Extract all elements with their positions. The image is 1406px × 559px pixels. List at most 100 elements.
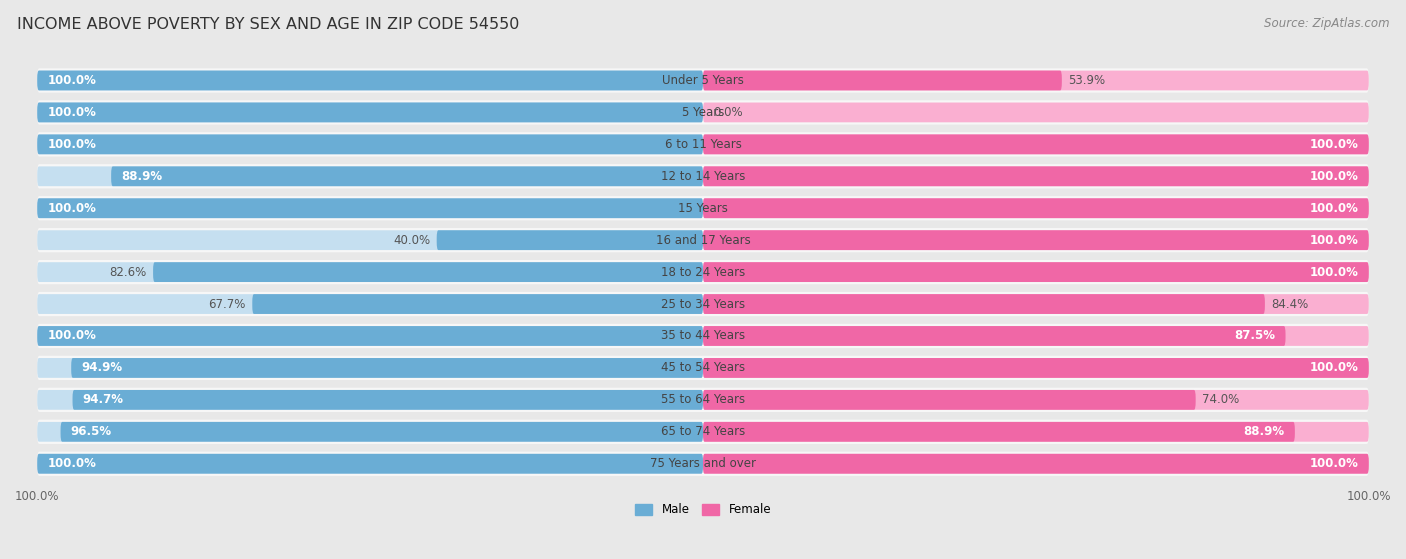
FancyBboxPatch shape bbox=[37, 164, 1369, 188]
FancyBboxPatch shape bbox=[37, 100, 1369, 125]
Text: 82.6%: 82.6% bbox=[110, 266, 146, 278]
Text: 75 Years and over: 75 Years and over bbox=[650, 457, 756, 470]
FancyBboxPatch shape bbox=[37, 326, 703, 346]
FancyBboxPatch shape bbox=[37, 198, 703, 218]
FancyBboxPatch shape bbox=[703, 102, 1369, 122]
Text: 100.0%: 100.0% bbox=[1310, 234, 1358, 247]
FancyBboxPatch shape bbox=[37, 135, 703, 154]
Text: 25 to 34 Years: 25 to 34 Years bbox=[661, 297, 745, 311]
FancyBboxPatch shape bbox=[703, 198, 1369, 218]
FancyBboxPatch shape bbox=[703, 390, 1195, 410]
FancyBboxPatch shape bbox=[37, 102, 703, 122]
Text: 100.0%: 100.0% bbox=[1310, 138, 1358, 151]
Text: 45 to 54 Years: 45 to 54 Years bbox=[661, 362, 745, 375]
Text: 88.9%: 88.9% bbox=[1244, 425, 1285, 438]
Text: 35 to 44 Years: 35 to 44 Years bbox=[661, 329, 745, 343]
FancyBboxPatch shape bbox=[37, 262, 703, 282]
Text: 88.9%: 88.9% bbox=[121, 170, 162, 183]
Text: 100.0%: 100.0% bbox=[48, 74, 96, 87]
Text: 94.7%: 94.7% bbox=[83, 394, 124, 406]
FancyBboxPatch shape bbox=[37, 454, 703, 473]
FancyBboxPatch shape bbox=[37, 135, 703, 154]
FancyBboxPatch shape bbox=[37, 260, 1369, 284]
FancyBboxPatch shape bbox=[703, 454, 1369, 473]
Text: 100.0%: 100.0% bbox=[48, 202, 96, 215]
FancyBboxPatch shape bbox=[37, 167, 703, 186]
FancyBboxPatch shape bbox=[37, 228, 1369, 252]
FancyBboxPatch shape bbox=[153, 262, 703, 282]
FancyBboxPatch shape bbox=[37, 356, 1369, 380]
FancyBboxPatch shape bbox=[37, 326, 703, 346]
FancyBboxPatch shape bbox=[703, 422, 1369, 442]
Text: 18 to 24 Years: 18 to 24 Years bbox=[661, 266, 745, 278]
FancyBboxPatch shape bbox=[60, 422, 703, 442]
Text: 16 and 17 Years: 16 and 17 Years bbox=[655, 234, 751, 247]
Text: 100.0%: 100.0% bbox=[48, 138, 96, 151]
Text: 55 to 64 Years: 55 to 64 Years bbox=[661, 394, 745, 406]
FancyBboxPatch shape bbox=[37, 70, 703, 91]
Text: 15 Years: 15 Years bbox=[678, 202, 728, 215]
FancyBboxPatch shape bbox=[37, 358, 703, 378]
Text: Under 5 Years: Under 5 Years bbox=[662, 74, 744, 87]
Text: 100.0%: 100.0% bbox=[1310, 266, 1358, 278]
FancyBboxPatch shape bbox=[703, 454, 1369, 473]
Text: 67.7%: 67.7% bbox=[208, 297, 246, 311]
FancyBboxPatch shape bbox=[37, 454, 703, 473]
FancyBboxPatch shape bbox=[703, 358, 1369, 378]
Text: 100.0%: 100.0% bbox=[48, 329, 96, 343]
FancyBboxPatch shape bbox=[37, 422, 703, 442]
Text: 0.0%: 0.0% bbox=[713, 106, 742, 119]
FancyBboxPatch shape bbox=[37, 452, 1369, 476]
Text: 100.0%: 100.0% bbox=[1310, 202, 1358, 215]
FancyBboxPatch shape bbox=[703, 326, 1369, 346]
FancyBboxPatch shape bbox=[37, 388, 1369, 412]
FancyBboxPatch shape bbox=[37, 292, 1369, 316]
FancyBboxPatch shape bbox=[703, 70, 1062, 91]
Text: 53.9%: 53.9% bbox=[1069, 74, 1105, 87]
Text: INCOME ABOVE POVERTY BY SEX AND AGE IN ZIP CODE 54550: INCOME ABOVE POVERTY BY SEX AND AGE IN Z… bbox=[17, 17, 519, 32]
FancyBboxPatch shape bbox=[703, 326, 1285, 346]
FancyBboxPatch shape bbox=[703, 262, 1369, 282]
FancyBboxPatch shape bbox=[37, 198, 703, 218]
FancyBboxPatch shape bbox=[72, 358, 703, 378]
Legend: Male, Female: Male, Female bbox=[630, 499, 776, 521]
FancyBboxPatch shape bbox=[703, 230, 1369, 250]
FancyBboxPatch shape bbox=[37, 230, 703, 250]
FancyBboxPatch shape bbox=[37, 196, 1369, 220]
FancyBboxPatch shape bbox=[703, 230, 1369, 250]
Text: 100.0%: 100.0% bbox=[1310, 457, 1358, 470]
Text: 100.0%: 100.0% bbox=[1310, 170, 1358, 183]
FancyBboxPatch shape bbox=[703, 390, 1369, 410]
FancyBboxPatch shape bbox=[437, 230, 703, 250]
FancyBboxPatch shape bbox=[703, 294, 1369, 314]
FancyBboxPatch shape bbox=[37, 68, 1369, 93]
FancyBboxPatch shape bbox=[703, 198, 1369, 218]
FancyBboxPatch shape bbox=[703, 70, 1369, 91]
Text: 87.5%: 87.5% bbox=[1234, 329, 1275, 343]
Text: 94.9%: 94.9% bbox=[82, 362, 122, 375]
Text: 96.5%: 96.5% bbox=[70, 425, 111, 438]
FancyBboxPatch shape bbox=[37, 294, 703, 314]
Text: 100.0%: 100.0% bbox=[1310, 362, 1358, 375]
Text: 100.0%: 100.0% bbox=[48, 106, 96, 119]
FancyBboxPatch shape bbox=[703, 262, 1369, 282]
Text: 40.0%: 40.0% bbox=[392, 234, 430, 247]
FancyBboxPatch shape bbox=[252, 294, 703, 314]
FancyBboxPatch shape bbox=[37, 132, 1369, 157]
Text: 5 Years: 5 Years bbox=[682, 106, 724, 119]
FancyBboxPatch shape bbox=[703, 135, 1369, 154]
Text: 12 to 14 Years: 12 to 14 Years bbox=[661, 170, 745, 183]
FancyBboxPatch shape bbox=[37, 324, 1369, 348]
Text: 84.4%: 84.4% bbox=[1271, 297, 1309, 311]
Text: 74.0%: 74.0% bbox=[1202, 394, 1240, 406]
FancyBboxPatch shape bbox=[703, 167, 1369, 186]
Text: 6 to 11 Years: 6 to 11 Years bbox=[665, 138, 741, 151]
FancyBboxPatch shape bbox=[111, 167, 703, 186]
Text: 65 to 74 Years: 65 to 74 Years bbox=[661, 425, 745, 438]
FancyBboxPatch shape bbox=[703, 294, 1265, 314]
FancyBboxPatch shape bbox=[703, 135, 1369, 154]
FancyBboxPatch shape bbox=[37, 70, 703, 91]
FancyBboxPatch shape bbox=[703, 422, 1295, 442]
FancyBboxPatch shape bbox=[37, 102, 703, 122]
FancyBboxPatch shape bbox=[73, 390, 703, 410]
